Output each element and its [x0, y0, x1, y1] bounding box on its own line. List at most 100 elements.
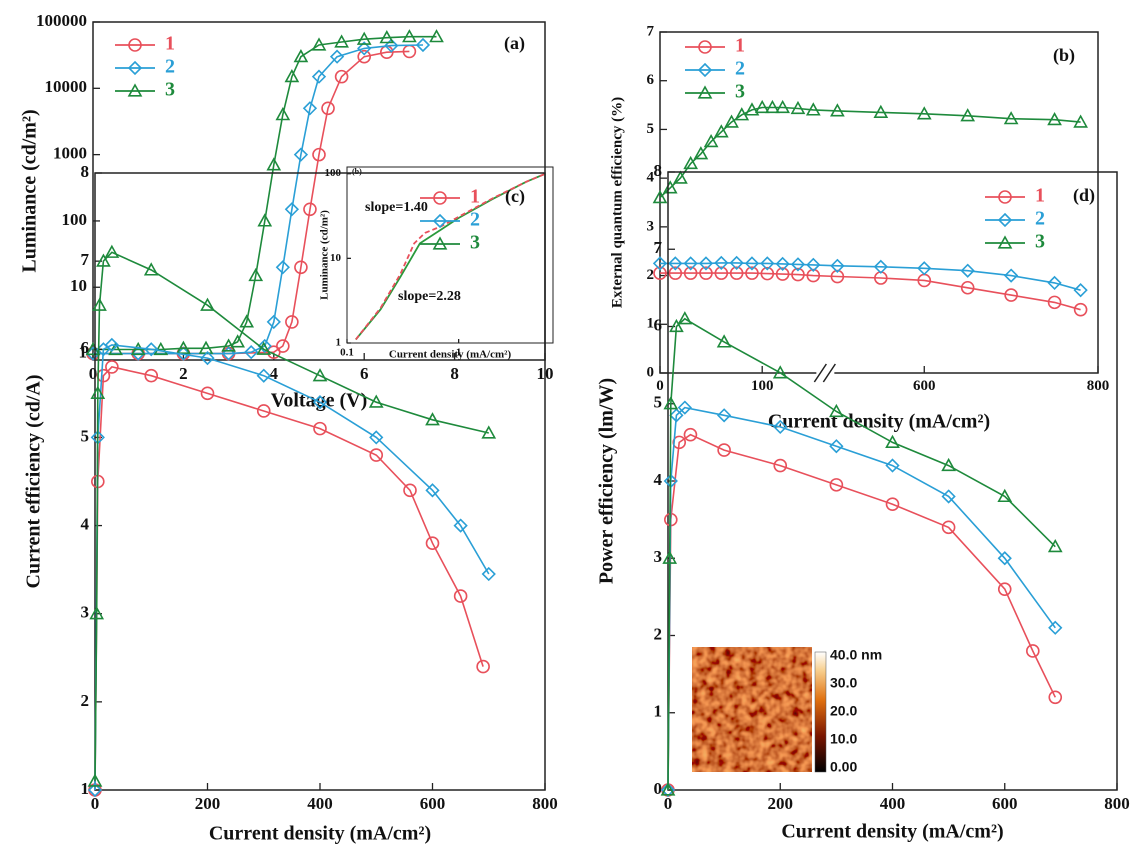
y-tick-label: 1 — [654, 702, 663, 721]
marker — [200, 386, 215, 401]
y-tick-label: 2 — [81, 691, 90, 710]
marker — [698, 256, 714, 271]
marker — [830, 269, 845, 284]
marker — [760, 256, 775, 271]
marker — [699, 266, 713, 280]
legend-label: 2 — [1035, 208, 1045, 230]
marker — [96, 253, 111, 267]
marker — [744, 102, 760, 116]
legend-label: 2 — [735, 58, 745, 80]
marker — [677, 400, 692, 415]
marker — [368, 394, 384, 408]
marker — [941, 520, 956, 535]
legend-label: 2 — [165, 56, 175, 78]
marker — [294, 260, 308, 275]
plot-frame — [346, 166, 554, 344]
series-line — [659, 106, 1081, 199]
marker — [334, 69, 349, 84]
marker — [830, 103, 845, 117]
marker — [284, 68, 300, 83]
y-tick-label: 8 — [81, 162, 90, 181]
marker — [176, 340, 191, 354]
marker — [357, 41, 372, 56]
marker — [275, 260, 290, 275]
marker — [285, 315, 299, 329]
y-tick-label: 3 — [654, 547, 663, 566]
marker — [1073, 114, 1088, 128]
y-tick-label: 1000 — [53, 144, 87, 163]
y-tick-label: 0 — [654, 779, 663, 798]
marker — [669, 408, 684, 423]
marker — [92, 297, 107, 311]
marker — [256, 404, 271, 418]
x-axis-label: Current density (mA/cm²) — [768, 411, 990, 433]
marker — [773, 458, 788, 473]
x-tick-label: 8 — [450, 364, 459, 383]
marker — [773, 419, 788, 435]
marker — [1048, 690, 1063, 705]
y-tick-label: 8 — [654, 161, 663, 180]
marker — [806, 268, 821, 283]
marker — [697, 85, 713, 99]
panel-label: (d) — [1073, 185, 1095, 206]
marker — [379, 30, 395, 44]
marker — [998, 190, 1012, 204]
marker — [127, 60, 143, 76]
marker — [873, 259, 888, 274]
marker — [284, 202, 300, 217]
y-tick-label: 5 — [647, 121, 655, 137]
legend-label: 1 — [1035, 185, 1045, 207]
marker — [433, 191, 447, 205]
legend-label: 3 — [735, 81, 745, 103]
y-tick-label: 7 — [654, 238, 663, 257]
y-tick-label: 10 — [70, 276, 87, 295]
marker — [663, 396, 679, 410]
marker — [476, 659, 490, 674]
legend-label: 1 — [735, 35, 745, 57]
series-line — [667, 406, 1056, 791]
y-tick-label: 10000 — [45, 77, 88, 96]
marker — [668, 256, 683, 271]
marker — [453, 518, 468, 533]
x-tick-label: 0 — [91, 794, 100, 813]
marker — [1048, 620, 1063, 635]
x-axis-label: Current density (mA/cm²) — [389, 349, 512, 361]
marker — [415, 37, 431, 53]
marker — [357, 49, 372, 64]
marker — [1047, 295, 1062, 310]
x-tick-label: 600 — [992, 794, 1018, 813]
y-tick-label: 1 — [336, 337, 342, 349]
marker — [384, 38, 399, 53]
series-line — [660, 262, 1081, 291]
marker — [244, 345, 259, 360]
marker — [321, 101, 335, 116]
marker — [256, 341, 272, 355]
marker — [1047, 539, 1063, 553]
marker — [104, 337, 120, 353]
colorbar-label: 0.00 — [830, 759, 857, 775]
series-line — [93, 50, 410, 355]
x-tick-label: 800 — [532, 794, 558, 813]
x-tick-label: 200 — [195, 794, 221, 813]
axis-break — [813, 363, 827, 383]
marker — [683, 266, 698, 280]
marker — [997, 488, 1013, 503]
legend-label: 3 — [165, 79, 175, 101]
marker — [790, 100, 806, 115]
annotation: slope=1.40 — [365, 200, 428, 215]
x-tick-label: 0 — [656, 378, 664, 394]
marker — [453, 589, 468, 603]
y-tick-label: 100000 — [36, 11, 87, 30]
plot-frame — [659, 31, 1099, 374]
marker — [683, 256, 698, 271]
marker — [481, 425, 497, 439]
x-tick-label: 200 — [768, 794, 794, 813]
annotation: slope=2.28 — [398, 289, 461, 304]
marker — [266, 157, 282, 171]
y-tick-label: 3 — [81, 603, 90, 622]
x-tick-label: 600 — [420, 794, 446, 813]
marker — [429, 29, 444, 43]
marker — [716, 334, 732, 348]
marker — [248, 267, 264, 282]
